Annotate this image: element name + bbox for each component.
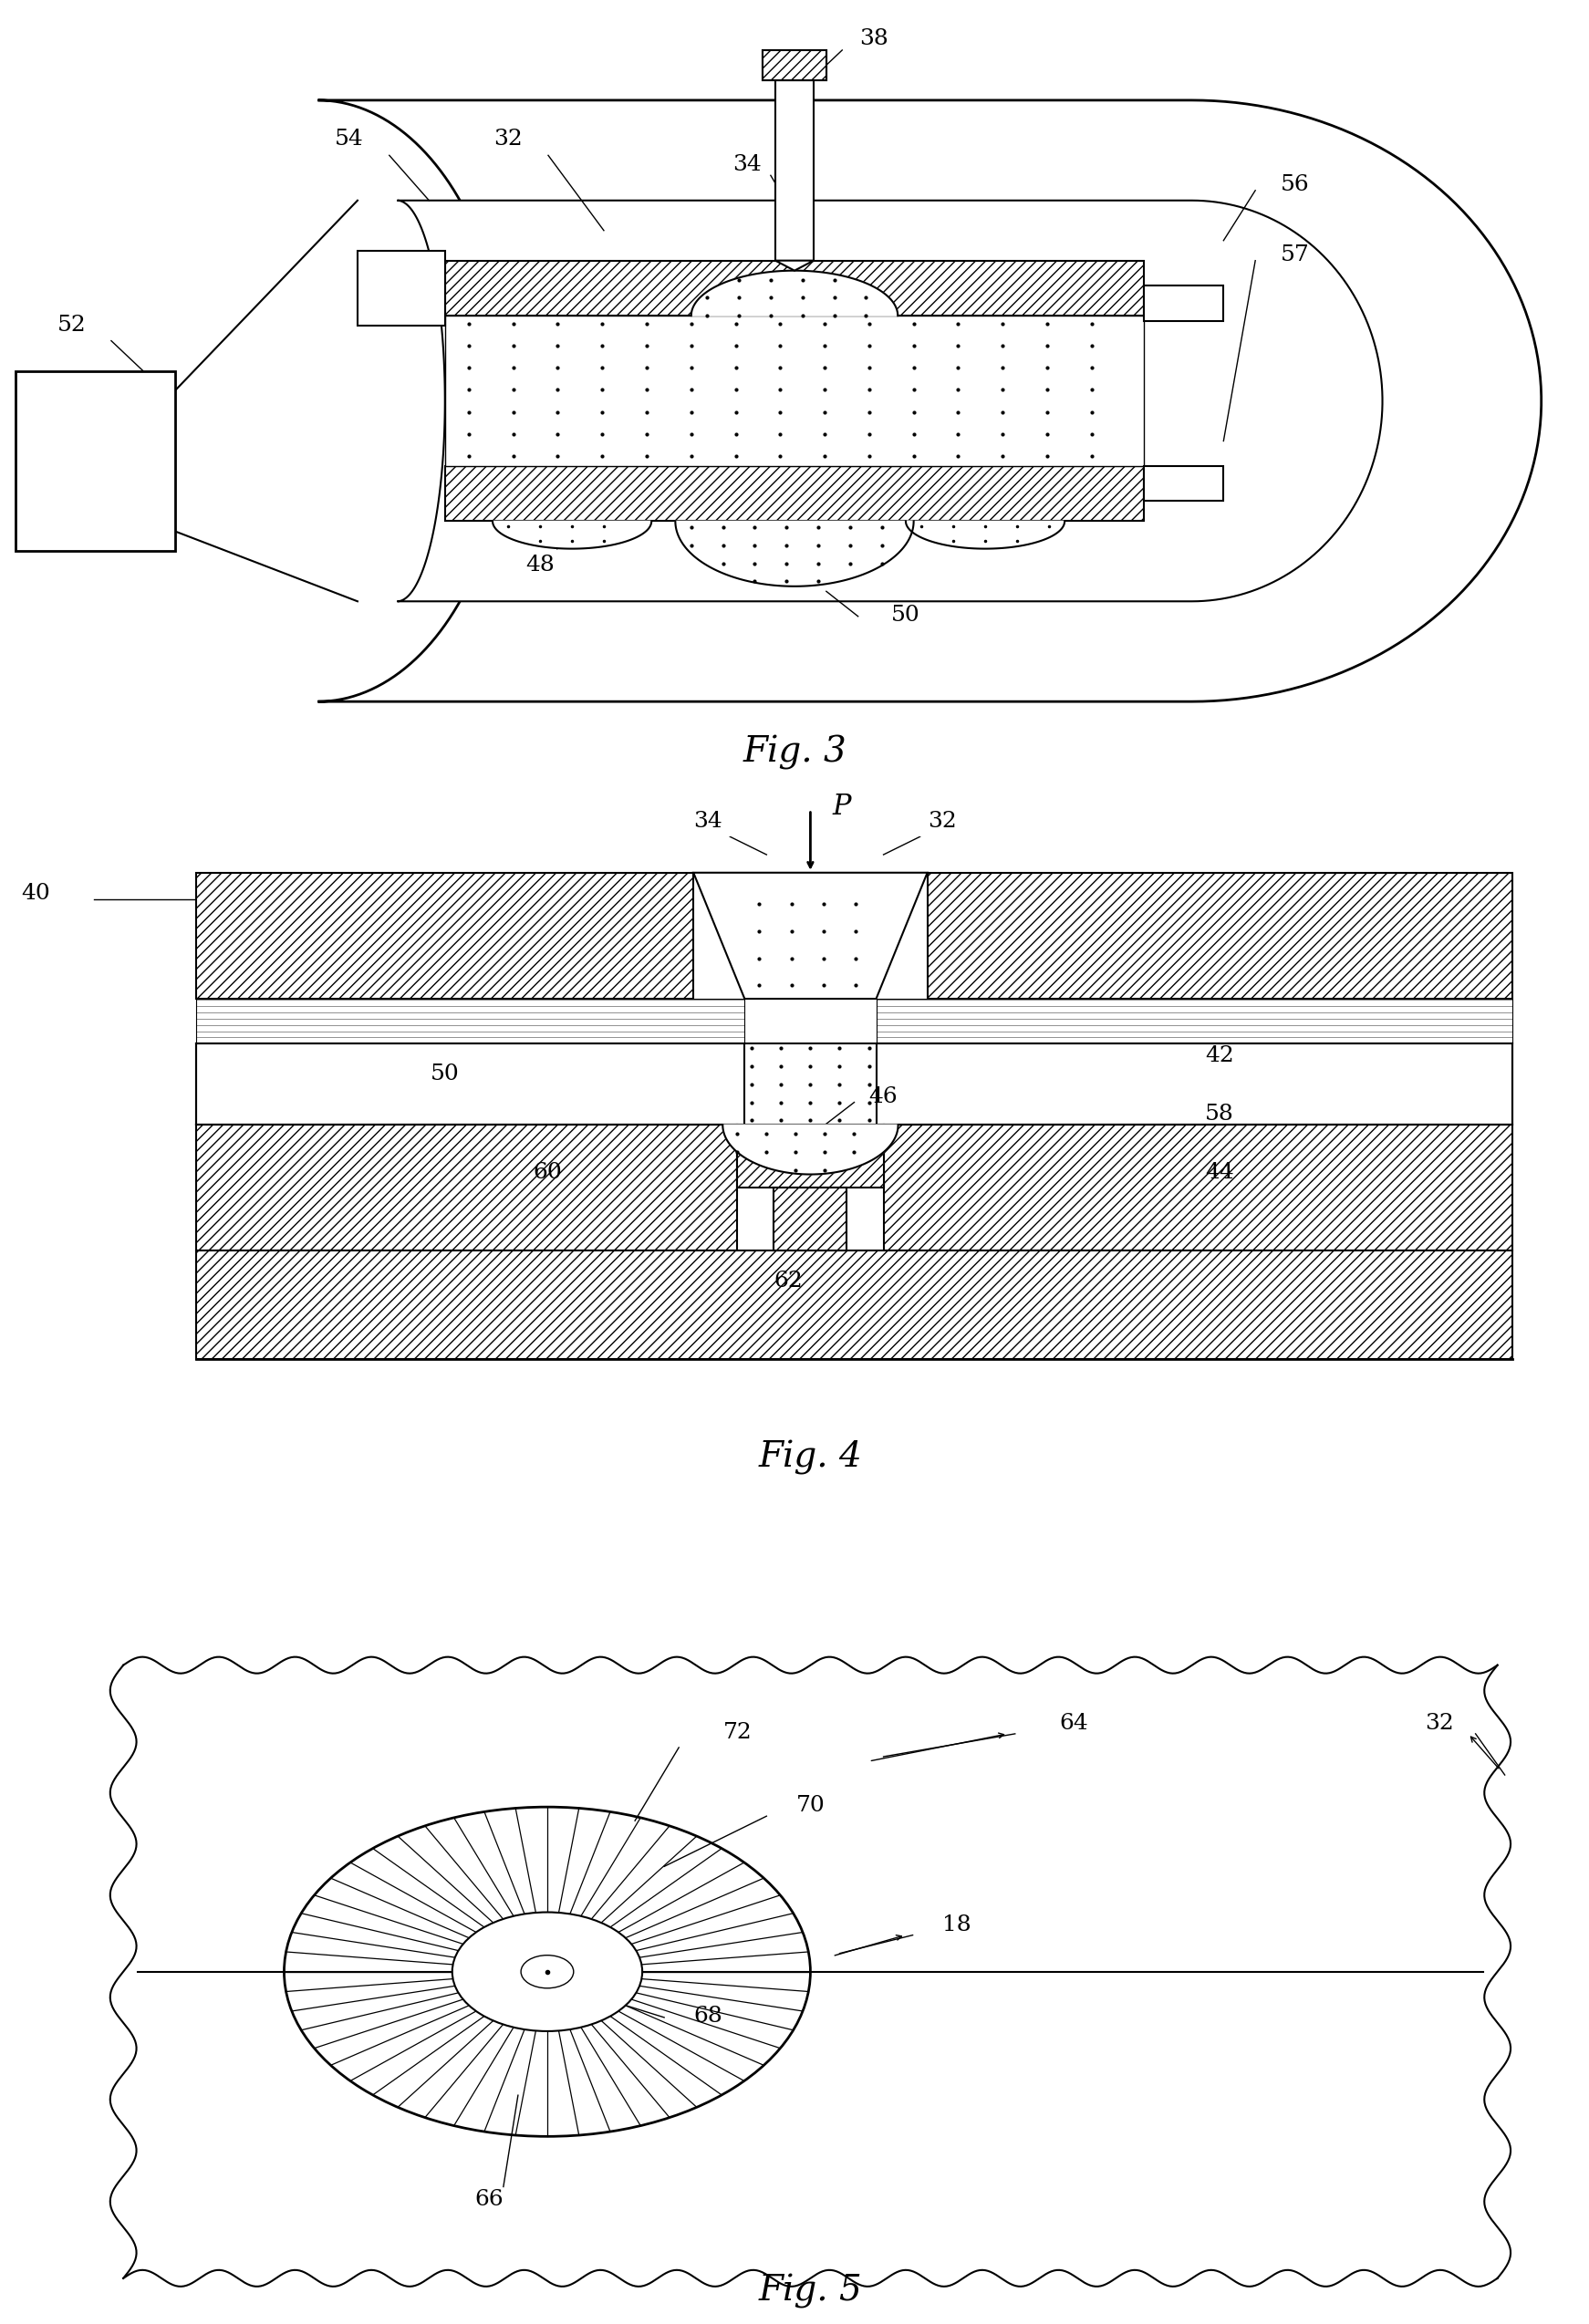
Bar <box>1144 467 1224 502</box>
Text: 34: 34 <box>693 811 723 832</box>
Text: Fig. 3: Fig. 3 <box>742 734 847 769</box>
Text: 32: 32 <box>1424 1713 1454 1734</box>
Bar <box>197 872 693 999</box>
Bar <box>197 1043 745 1125</box>
Polygon shape <box>691 270 898 316</box>
Bar <box>124 1664 1497 2278</box>
Text: 66: 66 <box>474 2189 504 2210</box>
Bar <box>197 1125 737 1250</box>
Polygon shape <box>763 51 826 79</box>
Bar <box>358 251 445 325</box>
Polygon shape <box>775 260 814 270</box>
Bar <box>876 999 1513 1043</box>
Text: 34: 34 <box>733 153 761 174</box>
Text: 54: 54 <box>335 128 364 149</box>
Circle shape <box>453 1913 642 2031</box>
Text: 44: 44 <box>1204 1162 1235 1183</box>
Bar <box>928 872 1513 999</box>
Bar <box>197 999 745 1043</box>
Text: Fig. 5: Fig. 5 <box>758 2275 863 2308</box>
Text: 60: 60 <box>532 1162 563 1183</box>
Bar <box>197 1250 1513 1360</box>
Text: 32: 32 <box>494 128 523 149</box>
Text: 58: 58 <box>1204 1104 1235 1125</box>
Polygon shape <box>397 200 1382 602</box>
Polygon shape <box>318 100 1541 702</box>
Text: 38: 38 <box>860 28 888 49</box>
Text: 46: 46 <box>869 1085 898 1106</box>
Polygon shape <box>723 1125 898 1174</box>
Text: P: P <box>833 792 852 820</box>
Text: 42: 42 <box>1204 1046 1235 1067</box>
Text: 64: 64 <box>1058 1713 1088 1734</box>
Polygon shape <box>675 521 914 586</box>
Text: 48: 48 <box>526 555 555 576</box>
Text: 70: 70 <box>796 1794 825 1815</box>
Text: 50: 50 <box>891 604 920 625</box>
Text: 32: 32 <box>928 811 957 832</box>
Bar <box>883 1125 1513 1250</box>
Text: 52: 52 <box>57 314 86 335</box>
Bar <box>445 467 1144 521</box>
Text: 40: 40 <box>21 883 51 904</box>
Bar <box>876 1043 1513 1125</box>
Bar <box>737 1125 883 1188</box>
Bar <box>1144 286 1224 321</box>
Text: 56: 56 <box>1281 174 1309 195</box>
Bar <box>774 1188 847 1250</box>
Bar <box>445 316 1144 467</box>
Bar <box>445 260 1144 316</box>
Text: 57: 57 <box>1281 244 1309 265</box>
Text: 68: 68 <box>693 2006 723 2027</box>
Text: 50: 50 <box>431 1064 459 1085</box>
Polygon shape <box>775 79 814 260</box>
Circle shape <box>521 1954 574 1987</box>
Text: Fig. 4: Fig. 4 <box>758 1441 863 1476</box>
Text: 18: 18 <box>942 1915 971 1936</box>
Polygon shape <box>693 872 928 999</box>
Bar <box>763 51 826 79</box>
Bar <box>16 372 175 551</box>
Polygon shape <box>493 521 651 548</box>
Text: 62: 62 <box>774 1271 802 1292</box>
Polygon shape <box>906 521 1065 548</box>
Text: 72: 72 <box>723 1722 752 1743</box>
